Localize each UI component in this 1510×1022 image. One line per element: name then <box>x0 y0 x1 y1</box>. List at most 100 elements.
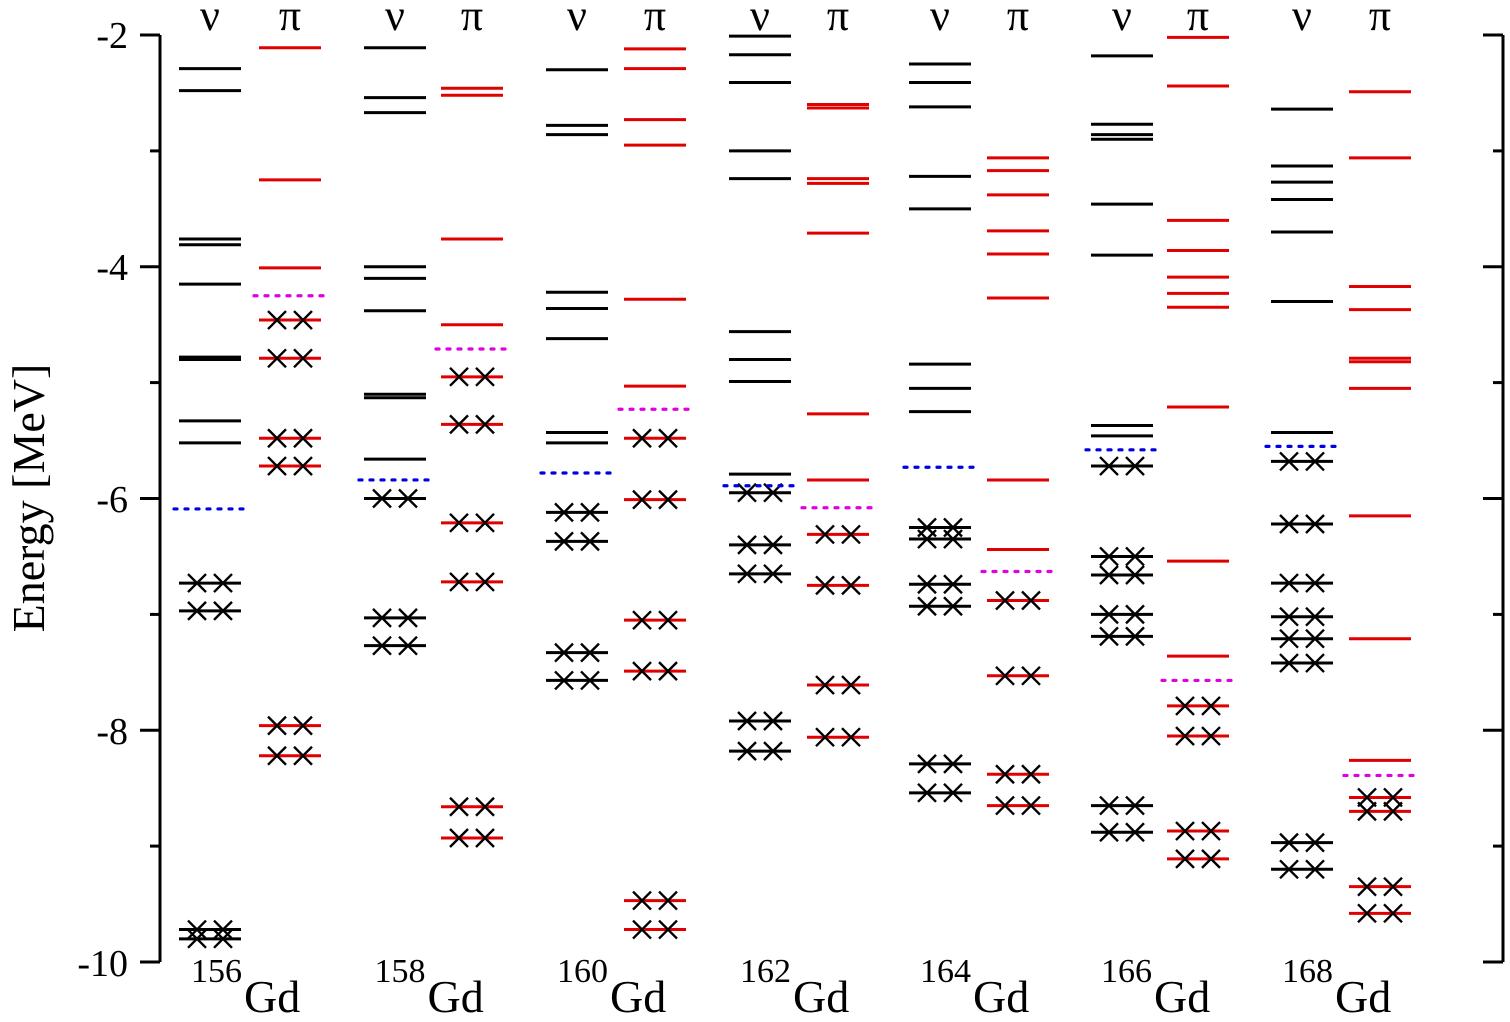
proton-occupied-level <box>441 414 503 435</box>
tick-label-minus10: -10 <box>77 943 128 985</box>
occupation-cross <box>841 575 861 596</box>
occupation-cross <box>267 310 287 330</box>
occupation-cross <box>841 727 861 748</box>
proton-occupied-level <box>624 489 686 510</box>
isotope-156: ν π 156 Gd <box>172 0 328 1022</box>
tick-labels: -2 -4 -6 -8 -10 <box>77 15 128 985</box>
isotope-element: Gd <box>1335 971 1391 1022</box>
neutron-occupied-level <box>546 502 608 523</box>
occupation-cross <box>917 596 937 617</box>
proton-occupied-level <box>441 828 503 848</box>
proton-occupied-level <box>1167 849 1229 869</box>
neutron-occupied-level <box>729 563 791 584</box>
proton-occupied-level <box>259 745 321 766</box>
proton-column-label: π <box>279 0 301 40</box>
occupation-cross <box>1279 653 1299 673</box>
occupation-cross <box>1279 451 1299 472</box>
left-ticks <box>140 33 160 964</box>
occupation-cross <box>1021 764 1041 785</box>
proton-occupied-level <box>624 661 686 682</box>
occupation-cross <box>1279 514 1299 534</box>
proton-occupied-level <box>624 919 686 940</box>
proton-occupied-level <box>1167 726 1229 746</box>
occupation-cross <box>1175 821 1195 841</box>
isotope-mass-number: 158 <box>375 953 426 990</box>
proton-occupied-level <box>1167 696 1229 716</box>
neutron-occupied-level <box>1271 514 1333 534</box>
neutron-occupied-level <box>364 488 426 509</box>
occupation-cross <box>475 572 495 592</box>
neutron-occupied-level <box>1271 832 1333 853</box>
proton-occupied-level <box>624 428 686 449</box>
occupation-cross <box>267 348 287 369</box>
proton-column-label: π <box>1369 0 1391 40</box>
occupation-cross <box>1279 628 1299 649</box>
occupation-cross <box>632 890 652 911</box>
neutron-occupied-level <box>909 596 971 617</box>
occupation-cross <box>187 928 207 949</box>
occupation-cross <box>943 754 963 774</box>
proton-occupied-level <box>1167 821 1229 841</box>
neutron-occupied-level <box>909 754 971 774</box>
proton-occupied-level <box>987 665 1049 686</box>
neutron-occupied-level <box>364 608 426 628</box>
occupation-cross <box>1125 822 1145 843</box>
proton-occupied-level <box>807 727 869 748</box>
occupation-cross <box>1175 726 1195 746</box>
occupation-cross <box>554 642 574 663</box>
isotope-mass-number: 164 <box>920 953 971 990</box>
proton-occupied-level <box>1349 787 1411 808</box>
occupation-cross <box>917 529 937 549</box>
occupation-cross <box>763 741 783 761</box>
occupation-cross <box>917 574 937 595</box>
neutron-occupied-level <box>729 741 791 761</box>
proton-column-label: π <box>1007 0 1029 40</box>
y-axis-title: Energy [MeV] <box>3 364 54 633</box>
occupation-cross <box>815 675 835 695</box>
isotope-158: ν π 158 Gd <box>357 0 510 1022</box>
tick-label-minus4: -4 <box>96 247 128 289</box>
occupation-cross <box>554 502 574 523</box>
neutron-occupied-level <box>546 670 608 691</box>
neutron-occupied-level <box>1271 859 1333 880</box>
occupation-cross <box>632 428 652 449</box>
proton-occupied-level <box>807 524 869 545</box>
occupation-cross <box>995 764 1015 785</box>
occupation-cross <box>1099 626 1119 647</box>
occupation-cross <box>1175 696 1195 716</box>
occupation-cross <box>1175 849 1195 869</box>
occupation-cross <box>1125 795 1145 816</box>
neutron-occupied-level <box>909 529 971 549</box>
occupation-cross <box>267 428 287 449</box>
occupation-cross <box>449 366 469 387</box>
isotope-mass-number: 156 <box>191 953 242 990</box>
occupation-cross <box>943 574 963 595</box>
neutron-occupied-level <box>1271 653 1333 673</box>
proton-occupied-level <box>987 795 1049 816</box>
neutron-occupied-level <box>1091 565 1153 585</box>
occupation-cross <box>737 711 757 731</box>
occupation-cross <box>475 414 495 435</box>
occupation-cross <box>917 754 937 774</box>
neutron-column-label: ν <box>750 0 770 40</box>
occupation-cross <box>1279 606 1299 627</box>
occupation-cross <box>1021 795 1041 816</box>
occupation-cross <box>554 670 574 691</box>
occupation-cross <box>1357 876 1377 897</box>
occupation-cross <box>1099 546 1119 567</box>
neutron-occupied-level <box>909 782 971 803</box>
neutron-occupied-level <box>1271 573 1333 593</box>
isotope-160: ν π 160 Gd <box>539 0 693 1022</box>
neutron-occupied-level <box>1271 628 1333 649</box>
occupation-cross <box>1099 456 1119 476</box>
neutron-occupied-level <box>909 517 971 538</box>
proton-occupied-level <box>987 590 1049 611</box>
occupation-cross <box>917 782 937 803</box>
occupation-cross <box>1305 451 1325 472</box>
occupation-cross <box>1201 726 1221 746</box>
proton-column-label: π <box>644 0 666 40</box>
occupation-cross <box>658 428 678 449</box>
proton-occupied-level <box>259 428 321 449</box>
